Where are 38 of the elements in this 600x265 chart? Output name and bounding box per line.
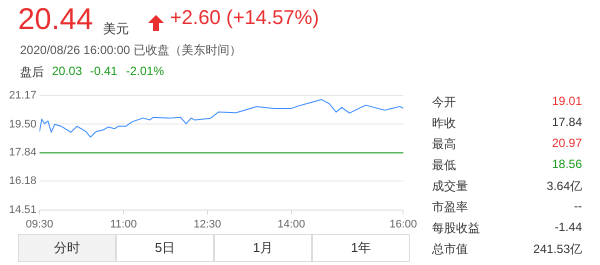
- tab-button[interactable]: 1年: [312, 234, 410, 262]
- text: +2.60 (+14.57%): [170, 7, 319, 30]
- tab-button[interactable]: 5日: [116, 234, 214, 262]
- y-tick-label: 21.17: [8, 90, 37, 102]
- text: 241.53亿: [533, 241, 582, 258]
- x-tick-label: 16:00: [389, 218, 417, 230]
- x-tick-label: 11:00: [110, 218, 137, 230]
- text: 昨收: [432, 115, 456, 132]
- text: 3.64亿: [546, 178, 582, 195]
- text: 2020/08/26 16:00:00 已收盘（美东时间）: [20, 42, 242, 59]
- chart-title: 20.44: [18, 3, 94, 37]
- x-tick-label: 14:00: [278, 218, 306, 230]
- text: --: [574, 199, 582, 213]
- x-tick-label: 12:30: [194, 218, 222, 230]
- y-tick-label: 19.50: [8, 118, 37, 130]
- text: -1.44: [554, 220, 582, 234]
- y-tick-label: 16.18: [8, 175, 37, 188]
- y-tick-label: 17.84: [8, 146, 37, 159]
- y-tick-label: 14.51: [8, 204, 37, 216]
- tab-button[interactable]: 分时: [18, 234, 116, 262]
- text: 今开: [432, 94, 456, 111]
- text: 总市值: [432, 241, 468, 258]
- text: 市盈率: [432, 199, 468, 216]
- tab-button[interactable]: 1月: [214, 234, 312, 262]
- text: 盘后: [20, 64, 44, 81]
- text: 美元: [103, 20, 129, 38]
- text: 最低: [432, 157, 456, 174]
- text: 每股收益: [432, 220, 480, 237]
- text: 20.97: [552, 136, 582, 150]
- text: -2.01%: [126, 64, 164, 78]
- text: -0.41: [90, 64, 118, 78]
- text: 18.56: [552, 157, 582, 171]
- text: 19.01: [552, 94, 582, 108]
- x-tick-label: 09:30: [26, 218, 54, 230]
- text: 成交量: [432, 178, 468, 195]
- text: 最高: [432, 136, 456, 153]
- text: 20.03: [52, 64, 82, 78]
- text: 17.84: [552, 115, 582, 129]
